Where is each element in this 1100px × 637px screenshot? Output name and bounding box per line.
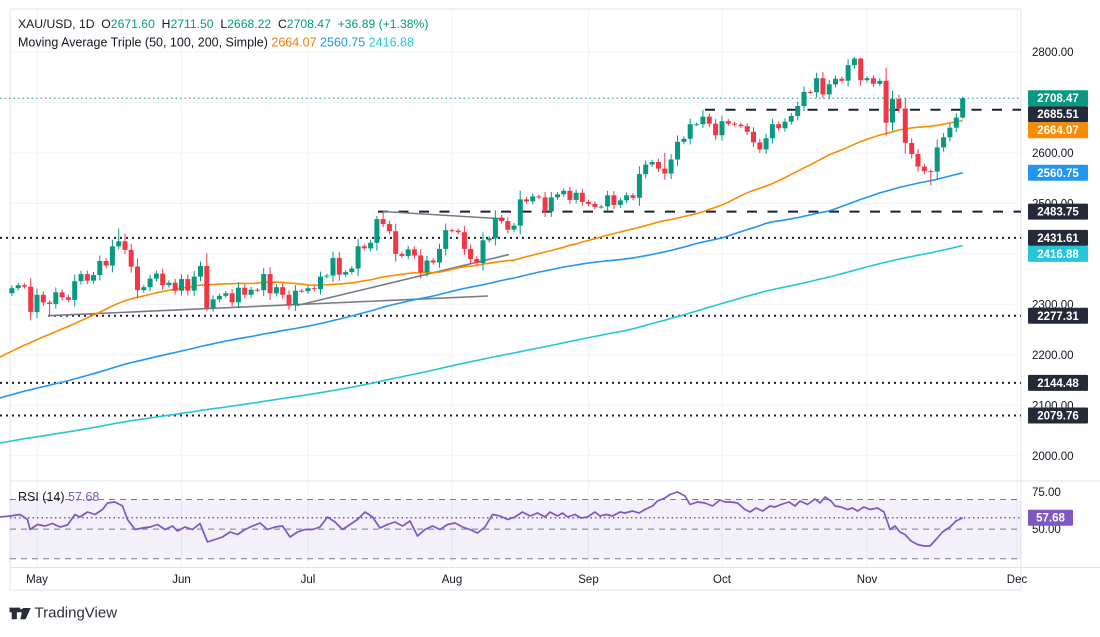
svg-text:XAU/USD, 1D O2671.60 H2711.5: XAU/USD, 1D O2671.60 H2711.50 L2668.22 C… (18, 17, 428, 31)
svg-text:2600.00: 2600.00 (1032, 148, 1074, 160)
svg-text:2483.75: 2483.75 (1037, 207, 1079, 219)
svg-text:2664.07: 2664.07 (1037, 125, 1079, 137)
svg-text:May: May (26, 574, 48, 586)
svg-text:Jul: Jul (301, 574, 316, 586)
svg-text:57.68: 57.68 (1036, 513, 1065, 525)
svg-text:TradingView: TradingView (35, 604, 118, 621)
svg-text:Sep: Sep (578, 574, 598, 586)
svg-text:2431.61: 2431.61 (1037, 233, 1079, 245)
svg-text:2144.48: 2144.48 (1037, 378, 1079, 390)
svg-text:Dec: Dec (1007, 574, 1028, 586)
svg-text:Aug: Aug (442, 574, 462, 586)
svg-text:2708.47: 2708.47 (1037, 93, 1079, 105)
svg-text:2416.88: 2416.88 (1037, 249, 1079, 261)
svg-text:50.00: 50.00 (1032, 524, 1061, 536)
svg-text:2560.75: 2560.75 (1037, 168, 1079, 180)
svg-text:2277.31: 2277.31 (1037, 311, 1079, 323)
svg-text:2800.00: 2800.00 (1032, 47, 1074, 59)
svg-text:75.00: 75.00 (1032, 487, 1061, 499)
svg-text:Jun: Jun (172, 574, 191, 586)
svg-text:2200.00: 2200.00 (1032, 350, 1074, 362)
svg-text:2000.00: 2000.00 (1032, 451, 1074, 463)
svg-text:Oct: Oct (713, 574, 732, 586)
svg-text:2079.76: 2079.76 (1037, 411, 1079, 423)
svg-text:RSI (14) 57.68: RSI (14) 57.68 (18, 490, 99, 504)
svg-text:Moving Average Triple (50, 100: Moving Average Triple (50, 100, 200, Sim… (18, 36, 414, 50)
svg-text:Nov: Nov (857, 574, 878, 586)
svg-text:2685.51: 2685.51 (1037, 109, 1079, 121)
